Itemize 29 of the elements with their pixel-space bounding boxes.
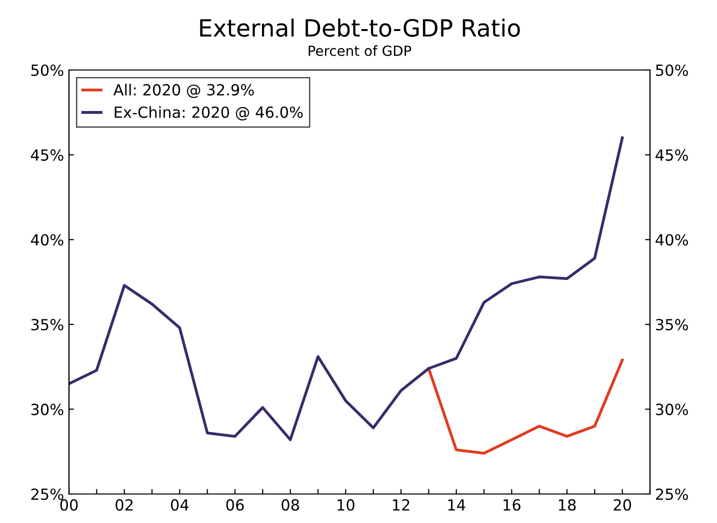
x-tick-label: 04 (170, 499, 189, 511)
x-tick-label: 00 (60, 499, 78, 511)
y2-tick-label: 35% (656, 318, 688, 330)
y2-tick-label: 50% (656, 64, 688, 76)
y2-tick-label: 30% (656, 404, 688, 416)
x-tick-label: 12 (392, 499, 410, 510)
x-tick-label: 18 (558, 499, 576, 511)
line-series (427, 358, 624, 455)
chart-subtitle: Percent of GDP (308, 45, 412, 56)
legend-label: All: 2020 @ 32.9% (113, 84, 254, 98)
x-tick-label: 06 (226, 499, 244, 511)
y2-tick-label: 40% (656, 234, 688, 246)
y2-tick-label: 45% (656, 149, 688, 161)
x-tick-label: 08 (282, 499, 300, 511)
legend-label: Ex-China: 2020 @ 46.0% (114, 106, 303, 120)
y-tick-label: 45% (30, 149, 64, 161)
x-tick-label: 20 (614, 499, 632, 511)
line-series (69, 136, 624, 442)
y-tick-label: 50% (31, 64, 64, 76)
y-tick-label: 40% (30, 234, 64, 246)
x-tick-label: 10 (338, 499, 354, 511)
y-tick-label: 30% (31, 404, 64, 416)
chart-title: External Debt-to-GDP Ratio (200, 18, 520, 37)
y2-tick-label: 25% (656, 488, 688, 500)
x-tick-label: 02 (116, 499, 133, 511)
x-tick-label: 16 (504, 499, 520, 511)
x-tick-label: 14 (448, 499, 466, 510)
y-tick-label: 35% (31, 318, 64, 330)
y-tick-label: 25% (31, 488, 64, 500)
